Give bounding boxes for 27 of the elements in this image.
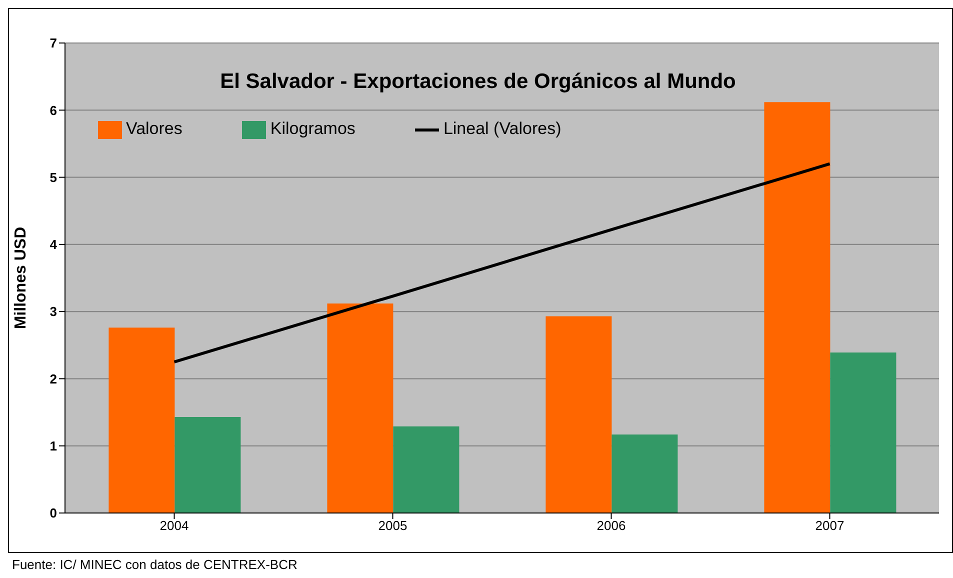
bar [546,316,612,513]
y-tick-label: 6 [50,102,57,118]
bar [393,426,460,513]
y-tick-label: 4 [50,237,58,252]
bar [764,102,830,513]
y-tick-label: 1 [50,438,57,454]
x-tick-label: 2007 [815,518,844,534]
y-tick-label: 7 [50,36,57,51]
source-note: Fuente: IC/ MINEC con datos de CENTREX-BCR [12,557,298,572]
legend-label: Valores [126,119,182,138]
x-tick-label: 2006 [596,518,626,534]
bar [327,304,394,513]
text: El Salvador - Exportaciones de Orgánicos al Mundo [220,70,736,93]
bar [612,434,678,513]
bar [108,328,175,513]
line-series [172,162,832,364]
legend-label: Lineal (Valores) [443,119,562,138]
legend-label: Kilogramos [270,119,356,138]
y-tick-label: 3 [50,304,57,320]
bar [174,416,241,513]
y-tick-label: 2 [50,371,57,386]
y-axis-title: Millones USD [12,226,30,330]
x-tick-label: 2004 [160,518,189,534]
y-tick-label: 5 [50,170,57,185]
bar [830,352,896,513]
x-tick-label: 2005 [378,518,408,534]
y-tick-label: 0 [50,506,57,521]
